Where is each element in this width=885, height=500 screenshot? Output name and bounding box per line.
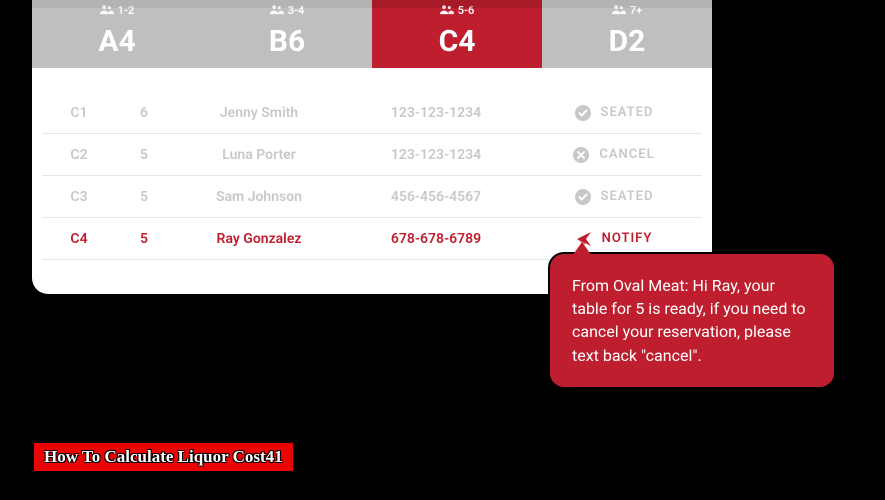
row-party-count: 6 (116, 105, 172, 121)
row-status-label: CANCEL (599, 147, 654, 162)
row-status-label: NOTIFY (602, 231, 653, 246)
sms-preview-text: From Oval Meat: Hi Ray, your table for 5… (572, 276, 806, 365)
row-status[interactable]: NOTIFY (526, 231, 702, 247)
party-size-tab-c4[interactable]: 5-6C4 (372, 0, 542, 68)
row-phone-number: 456-456-4567 (346, 189, 526, 205)
cancel-circle-icon (573, 147, 589, 163)
row-guest-name: Ray Gonzalez (172, 231, 346, 247)
row-party-count: 5 (116, 231, 172, 247)
row-guest-name: Jenny Smith (172, 105, 346, 121)
reservation-row[interactable]: C35Sam Johnson456-456-4567 SEATED (42, 176, 702, 218)
check-circle-icon (575, 105, 591, 121)
table-code: D2 (609, 24, 646, 59)
row-guest-name: Sam Johnson (172, 189, 346, 205)
row-table-code: C3 (42, 189, 116, 205)
table-code: B6 (269, 24, 305, 59)
row-status[interactable]: SEATED (526, 189, 702, 205)
party-size-tab-a4[interactable]: 1-2A4 (32, 0, 202, 68)
row-status[interactable]: SEATED (526, 105, 702, 121)
row-table-code: C4 (42, 231, 116, 247)
row-table-code: C2 (42, 147, 116, 163)
row-phone-number: 678-678-6789 (346, 231, 526, 247)
row-phone-number: 123-123-1234 (346, 147, 526, 163)
reservation-card: 1-2A43-4B65-6C47+D2 C16Jenny Smith123-12… (32, 0, 712, 294)
party-size-tabs: 1-2A43-4B65-6C47+D2 (32, 0, 712, 68)
party-size-tab-b6[interactable]: 3-4B6 (202, 0, 372, 68)
row-guest-name: Luna Porter (172, 147, 346, 163)
row-phone-number: 123-123-1234 (346, 105, 526, 121)
sms-preview-bubble: From Oval Meat: Hi Ray, your table for 5… (548, 252, 836, 389)
row-status-label: SEATED (601, 105, 654, 120)
table-code: C4 (439, 24, 476, 59)
row-party-count: 5 (116, 189, 172, 205)
row-party-count: 5 (116, 147, 172, 163)
reservation-row[interactable]: C16Jenny Smith123-123-1234 SEATED (42, 92, 702, 134)
row-status-label: SEATED (601, 189, 654, 204)
page-caption: How To Calculate Liquor Cost41 (33, 442, 294, 472)
reservation-row[interactable]: C25Luna Porter123-123-1234 CANCEL (42, 134, 702, 176)
row-status[interactable]: CANCEL (526, 147, 702, 163)
party-size-tab-d2[interactable]: 7+D2 (542, 0, 712, 68)
table-code: A4 (98, 24, 135, 59)
check-circle-icon (575, 189, 591, 205)
row-table-code: C1 (42, 105, 116, 121)
